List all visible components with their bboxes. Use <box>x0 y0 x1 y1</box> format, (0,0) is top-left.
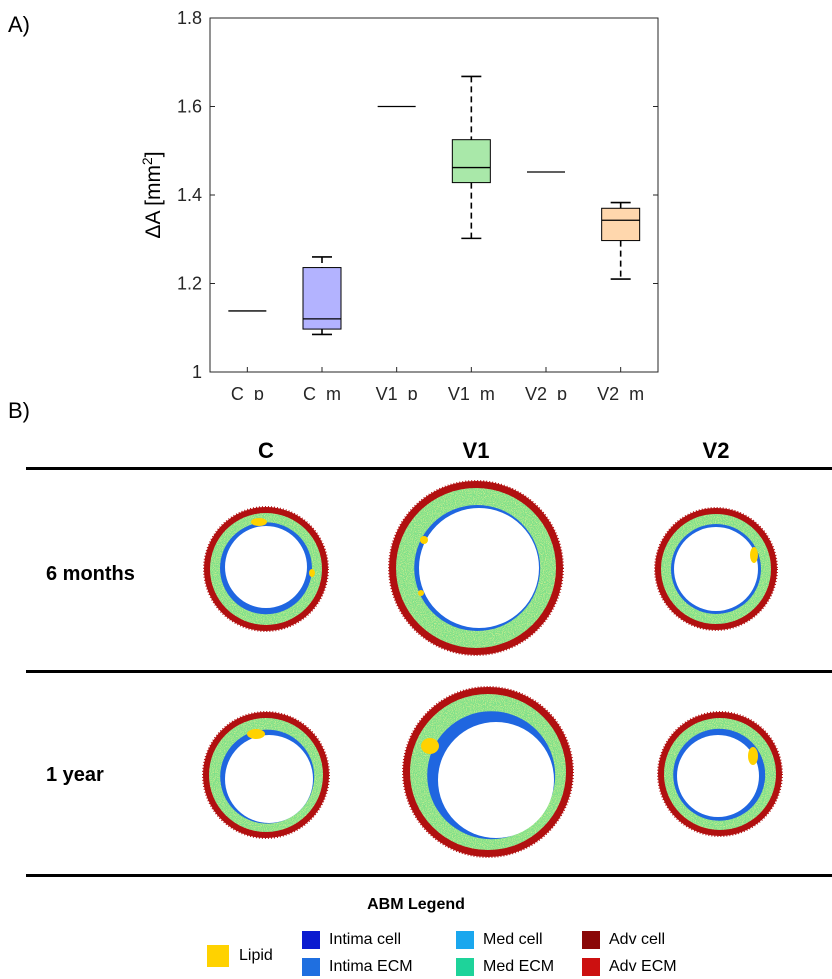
legend-item-med-ecm: Med ECM <box>456 958 554 976</box>
adventitia-fringe <box>202 711 330 839</box>
box-v1-m <box>451 75 491 240</box>
y-tick-label: 1.4 <box>177 185 202 205</box>
x-tick-label: V2_p <box>525 384 567 400</box>
legend-item-intima-cell: Intima cell <box>302 931 401 949</box>
adv-cell-swatch <box>582 931 600 949</box>
box-v2-m <box>601 201 641 280</box>
y-axis-label: ΔA [mm2] <box>139 151 165 238</box>
adventitia-fringe <box>203 506 329 632</box>
legend-label: Med cell <box>483 931 543 948</box>
y-axis: 1 1.2 1.4 1.6 1.8 <box>177 8 658 382</box>
med-ecm-swatch <box>456 958 474 976</box>
x-tick-label: V1_m <box>448 384 495 400</box>
box-body <box>451 139 491 184</box>
legend-item-adv-cell: Adv cell <box>582 931 665 949</box>
legend-item-intima-ecm: Intima ECM <box>302 958 413 976</box>
column-header-c: C <box>258 438 274 463</box>
lumen <box>438 722 554 838</box>
legend-item-lipid: Lipid <box>207 945 273 967</box>
row-header-6-months: 6 months <box>46 563 135 585</box>
lipid-deposit <box>421 738 439 754</box>
lipid-deposit <box>251 518 267 526</box>
adventitia-fringe <box>388 480 564 656</box>
legend-label: Adv ECM <box>609 958 677 975</box>
lumen <box>225 526 307 608</box>
vessel-cross-section <box>388 480 564 656</box>
y-tick-label: 1.6 <box>177 97 202 117</box>
divider-top <box>26 467 832 470</box>
vessel-cross-section <box>402 686 574 858</box>
legend-label: Adv cell <box>609 931 666 948</box>
legend-item-adv-ecm: Adv ECM <box>582 958 677 976</box>
lipid-deposit <box>748 747 758 765</box>
vessel-cross-section <box>202 711 330 839</box>
legend-label: Lipid <box>239 947 273 964</box>
y-tick-label: 1.2 <box>177 274 202 294</box>
legend-label: Intima cell <box>329 931 402 948</box>
box-body <box>601 207 641 242</box>
row-header-1-year: 1 year <box>46 764 104 786</box>
lipid-deposit <box>309 569 315 577</box>
y-tick-label: 1.8 <box>177 8 202 28</box>
x-axis: C_p C_m V1_p V1_m V2_p V2_m <box>231 367 644 400</box>
vessel-cross-section <box>203 506 329 632</box>
lipid-deposit <box>750 547 758 563</box>
panel-b-label: B) <box>8 398 30 423</box>
x-tick-label: C_m <box>303 384 341 400</box>
adventitia-fringe <box>654 507 778 631</box>
x-tick-label: C_p <box>231 384 264 400</box>
legend-label: Intima ECM <box>329 958 413 975</box>
legend-label: Med ECM <box>483 958 555 975</box>
intima-ecm-swatch <box>302 958 320 976</box>
lumen <box>225 735 313 823</box>
lipid-deposit <box>420 536 428 544</box>
lumen <box>419 508 539 628</box>
divider-middle <box>26 670 832 673</box>
lipid-deposit <box>418 590 424 596</box>
med-cell-swatch <box>456 931 474 949</box>
divider-bottom <box>26 874 832 877</box>
lumen <box>677 735 759 817</box>
adv-ecm-swatch <box>582 958 600 976</box>
box-chart: 1 1.2 1.4 1.6 1.8 C_p C_m V1_p V1_m V2_p V2_m ΔA … <box>139 8 659 400</box>
adventitia-fringe <box>657 711 783 837</box>
box-c-m <box>302 256 342 336</box>
vessel-cross-section <box>654 507 778 631</box>
x-tick-label: V1_p <box>376 384 418 400</box>
lipid-deposit <box>247 729 265 739</box>
box-series <box>228 75 641 336</box>
legend-item-med-cell: Med cell <box>456 931 543 949</box>
vessel-cross-section <box>657 711 783 837</box>
legend-title: ABM Legend <box>367 896 465 913</box>
adventitia-fringe <box>402 686 574 858</box>
column-header-v1: V1 <box>462 438 490 463</box>
lumen <box>674 527 758 611</box>
panel-a-label: A) <box>8 12 30 37</box>
y-tick-label: 1 <box>192 362 202 382</box>
lipid-swatch <box>207 945 229 967</box>
column-header-v2: V2 <box>702 438 730 463</box>
intima-cell-swatch <box>302 931 320 949</box>
x-tick-label: V2_m <box>597 384 644 400</box>
